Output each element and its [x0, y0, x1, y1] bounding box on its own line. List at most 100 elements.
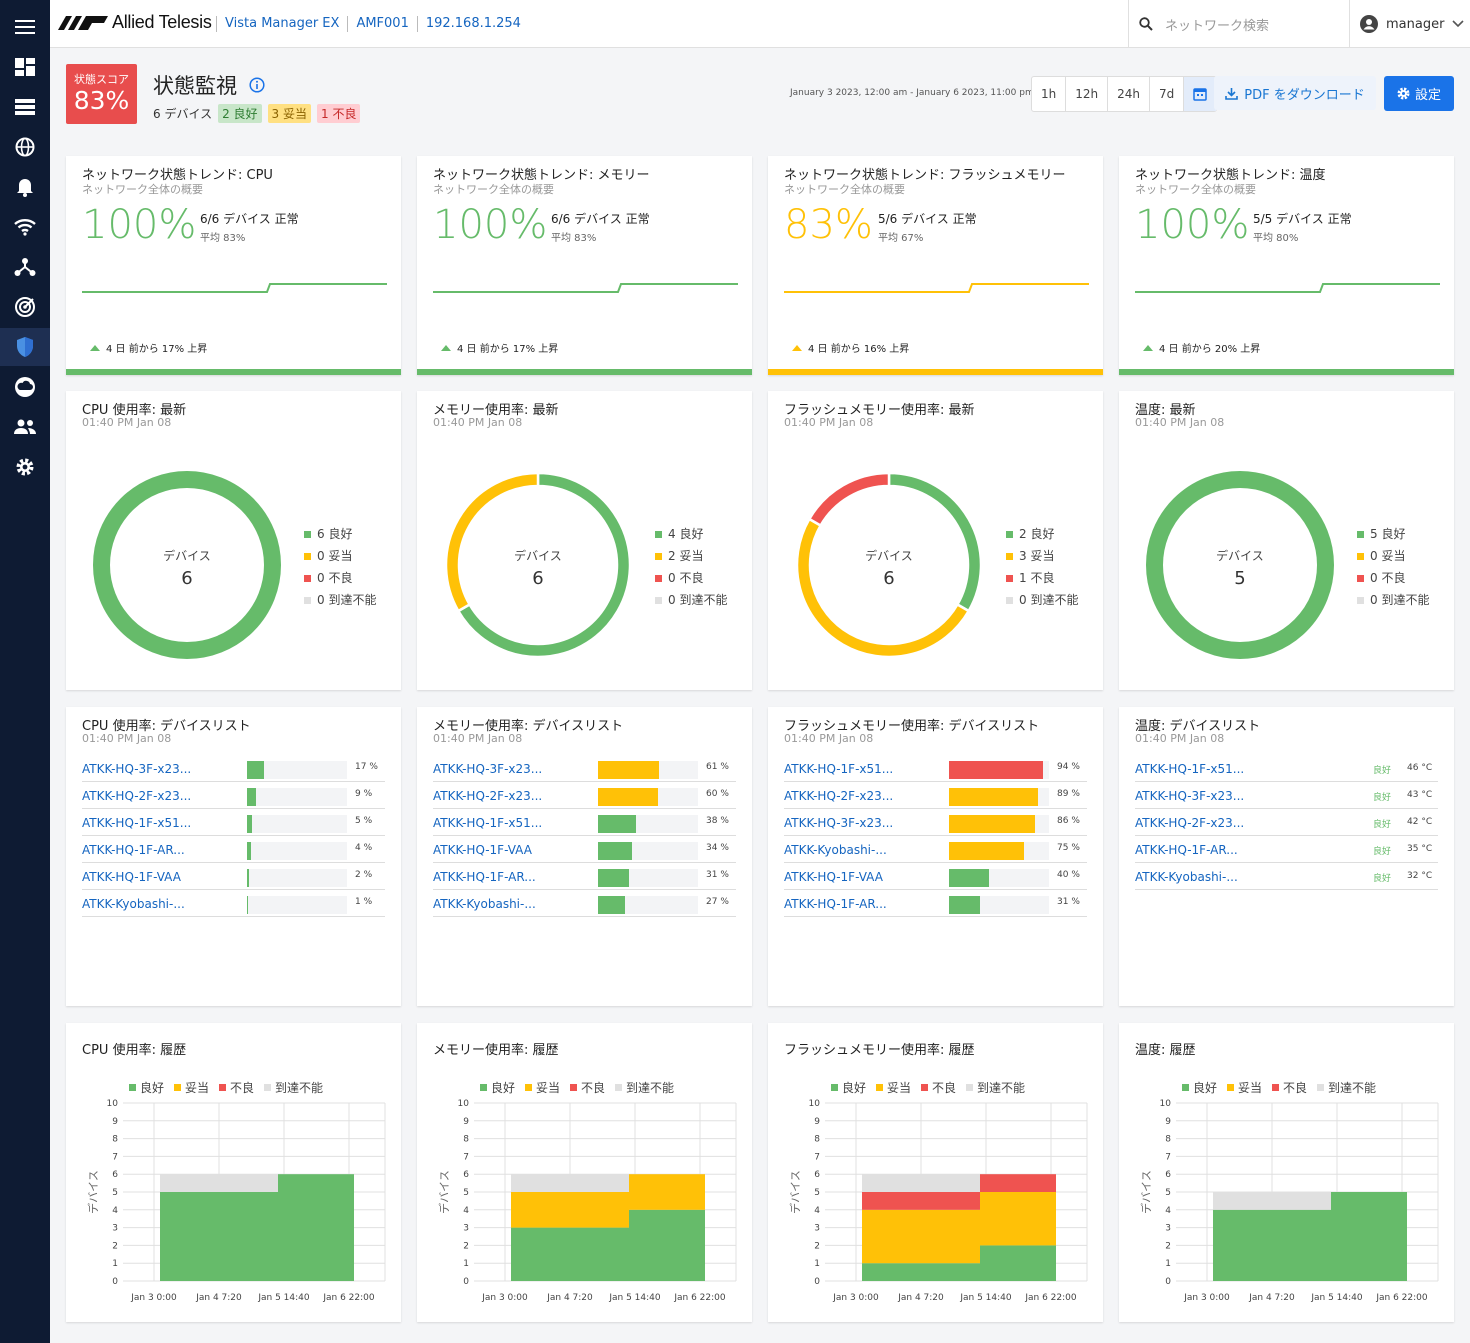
legend-item[interactable]: 良好	[831, 1079, 866, 1096]
nav-wireless[interactable]	[0, 208, 50, 246]
breadcrumb-area[interactable]: AMF001	[347, 16, 416, 32]
settings-button[interactable]: 設定	[1384, 76, 1454, 111]
trend-percent: 83%	[784, 202, 873, 248]
calendar-button[interactable]	[1184, 77, 1217, 111]
time-7d-button[interactable]: 7d	[1150, 77, 1185, 111]
y-tick-label: 7	[814, 1152, 820, 1162]
area-segment-good	[1213, 1209, 1331, 1281]
table-row[interactable]: ATKK-HQ-3F-x23... 17 %	[82, 755, 385, 782]
device-name-link[interactable]: ATKK-HQ-3F-x23...	[784, 816, 894, 830]
legend-label: 4 良好	[668, 527, 704, 541]
logo[interactable]: Allied Telesis	[58, 12, 212, 33]
nav-dashboard[interactable]	[0, 48, 50, 86]
table-row[interactable]: ATKK-HQ-3F-x23... 良好 43 °C	[1135, 782, 1438, 809]
device-name-link[interactable]: ATKK-HQ-3F-x23...	[433, 762, 543, 776]
legend-item: 2 妥当	[655, 545, 727, 567]
device-name-link[interactable]: ATKK-HQ-1F-VAA	[433, 843, 532, 857]
legend-item[interactable]: 到達不能	[615, 1079, 674, 1096]
legend-item[interactable]: 妥当	[525, 1079, 560, 1096]
legend-item[interactable]: 妥当	[1227, 1079, 1262, 1096]
legend-item[interactable]: 不良	[921, 1079, 956, 1096]
device-name-link[interactable]: ATKK-Kyobashi-...	[433, 897, 536, 911]
nav-radar[interactable]	[0, 288, 50, 326]
table-row[interactable]: ATKK-Kyobashi-... 75 %	[784, 836, 1087, 863]
table-row[interactable]: ATKK-HQ-1F-VAA 34 %	[433, 836, 736, 863]
time-1h-button[interactable]: 1h	[1032, 77, 1067, 111]
table-row[interactable]: ATKK-HQ-1F-x51... 5 %	[82, 809, 385, 836]
trend-change-text: 4 日 前から 16% 上昇	[808, 344, 910, 355]
info-icon[interactable]	[249, 77, 265, 93]
nav-security[interactable]	[0, 328, 50, 366]
table-row[interactable]: ATKK-HQ-1F-AR... 31 %	[784, 890, 1087, 917]
device-name-link[interactable]: ATKK-HQ-1F-AR...	[82, 843, 185, 857]
device-name-link[interactable]: ATKK-Kyobashi-...	[784, 843, 887, 857]
table-row[interactable]: ATKK-HQ-1F-AR... 良好 35 °C	[1135, 836, 1438, 863]
nav-topology[interactable]	[0, 248, 50, 286]
table-row[interactable]: ATKK-HQ-3F-x23... 61 %	[433, 755, 736, 782]
table-row[interactable]: ATKK-HQ-2F-x23... 9 %	[82, 782, 385, 809]
pdf-download-button[interactable]: PDF をダウンロード	[1214, 76, 1376, 110]
device-name-link[interactable]: ATKK-HQ-3F-x23...	[82, 762, 192, 776]
legend-item[interactable]: 到達不能	[966, 1079, 1025, 1096]
table-row[interactable]: ATKK-HQ-1F-VAA 40 %	[784, 863, 1087, 890]
nav-cloud[interactable]	[0, 368, 50, 406]
table-row[interactable]: ATKK-HQ-1F-VAA 2 %	[82, 863, 385, 890]
table-row[interactable]: ATKK-HQ-1F-x51... 良好 46 °C	[1135, 755, 1438, 782]
legend-item[interactable]: 不良	[1272, 1079, 1307, 1096]
table-row[interactable]: ATKK-HQ-1F-AR... 31 %	[433, 863, 736, 890]
trend-card-subtitle: ネットワーク全体の概要	[433, 183, 554, 196]
legend-item[interactable]: 良好	[129, 1079, 164, 1096]
device-name-link[interactable]: ATKK-HQ-1F-AR...	[1135, 843, 1238, 857]
device-name-link[interactable]: ATKK-Kyobashi-...	[1135, 870, 1238, 884]
device-name-link[interactable]: ATKK-HQ-2F-x23...	[82, 789, 192, 803]
table-row[interactable]: ATKK-Kyobashi-... 良好 32 °C	[1135, 863, 1438, 890]
table-row[interactable]: ATKK-HQ-3F-x23... 86 %	[784, 809, 1087, 836]
breadcrumb-ip[interactable]: 192.168.1.254	[416, 16, 529, 32]
time-24h-button[interactable]: 24h	[1108, 77, 1150, 111]
device-name-link[interactable]: ATKK-HQ-1F-VAA	[82, 870, 181, 884]
time-12h-button[interactable]: 12h	[1066, 77, 1109, 111]
device-name-link[interactable]: ATKK-HQ-1F-AR...	[784, 897, 887, 911]
table-row[interactable]: ATKK-Kyobashi-... 1 %	[82, 890, 385, 917]
table-row[interactable]: ATKK-HQ-1F-AR... 4 %	[82, 836, 385, 863]
table-row[interactable]: ATKK-Kyobashi-... 27 %	[433, 890, 736, 917]
device-name-link[interactable]: ATKK-Kyobashi-...	[82, 897, 185, 911]
legend-item[interactable]: 不良	[219, 1079, 254, 1096]
table-row[interactable]: ATKK-HQ-1F-x51... 38 %	[433, 809, 736, 836]
device-name-link[interactable]: ATKK-HQ-2F-x23...	[433, 789, 543, 803]
nav-network[interactable]	[0, 128, 50, 166]
legend-item[interactable]: 到達不能	[264, 1079, 323, 1096]
device-name-link[interactable]: ATKK-HQ-2F-x23...	[784, 789, 894, 803]
nav-alarms[interactable]	[0, 168, 50, 206]
device-name-link[interactable]: ATKK-HQ-3F-x23...	[1135, 789, 1245, 803]
device-count: 6 デバイス	[153, 107, 213, 121]
legend-item[interactable]: 良好	[480, 1079, 515, 1096]
table-row[interactable]: ATKK-HQ-2F-x23... 60 %	[433, 782, 736, 809]
device-name-link[interactable]: ATKK-HQ-1F-VAA	[784, 870, 883, 884]
device-name-link[interactable]: ATKK-HQ-1F-AR...	[433, 870, 536, 884]
legend-item[interactable]: 良好	[1182, 1079, 1217, 1096]
device-name-link[interactable]: ATKK-HQ-1F-x51...	[1135, 762, 1245, 776]
breadcrumb-app[interactable]: Vista Manager EX	[216, 16, 347, 32]
device-name-link[interactable]: ATKK-HQ-2F-x23...	[1135, 816, 1245, 830]
table-row[interactable]: ATKK-HQ-2F-x23... 89 %	[784, 782, 1087, 809]
device-name-link[interactable]: ATKK-HQ-1F-x51...	[82, 816, 192, 830]
device-name-link[interactable]: ATKK-HQ-1F-x51...	[784, 762, 894, 776]
legend-item[interactable]: 到達不能	[1317, 1079, 1376, 1096]
search-input[interactable]: ネットワーク検索	[1128, 0, 1350, 48]
usage-bar-fill	[949, 869, 989, 887]
nav-list[interactable]	[0, 88, 50, 126]
legend-swatch	[304, 552, 311, 560]
usage-bar-fill	[949, 896, 980, 914]
legend-item[interactable]: 妥当	[876, 1079, 911, 1096]
nav-settings[interactable]	[0, 448, 50, 486]
menu-button[interactable]	[0, 8, 50, 46]
legend-item[interactable]: 不良	[570, 1079, 605, 1096]
table-row[interactable]: ATKK-HQ-2F-x23... 良好 42 °C	[1135, 809, 1438, 836]
table-row[interactable]: ATKK-HQ-1F-x51... 94 %	[784, 755, 1087, 782]
user-menu[interactable]: manager	[1360, 0, 1465, 48]
device-name-link[interactable]: ATKK-HQ-1F-x51...	[433, 816, 543, 830]
nav-users[interactable]	[0, 408, 50, 446]
legend-item[interactable]: 妥当	[174, 1079, 209, 1096]
legend-label: 0 妥当	[1370, 549, 1406, 563]
